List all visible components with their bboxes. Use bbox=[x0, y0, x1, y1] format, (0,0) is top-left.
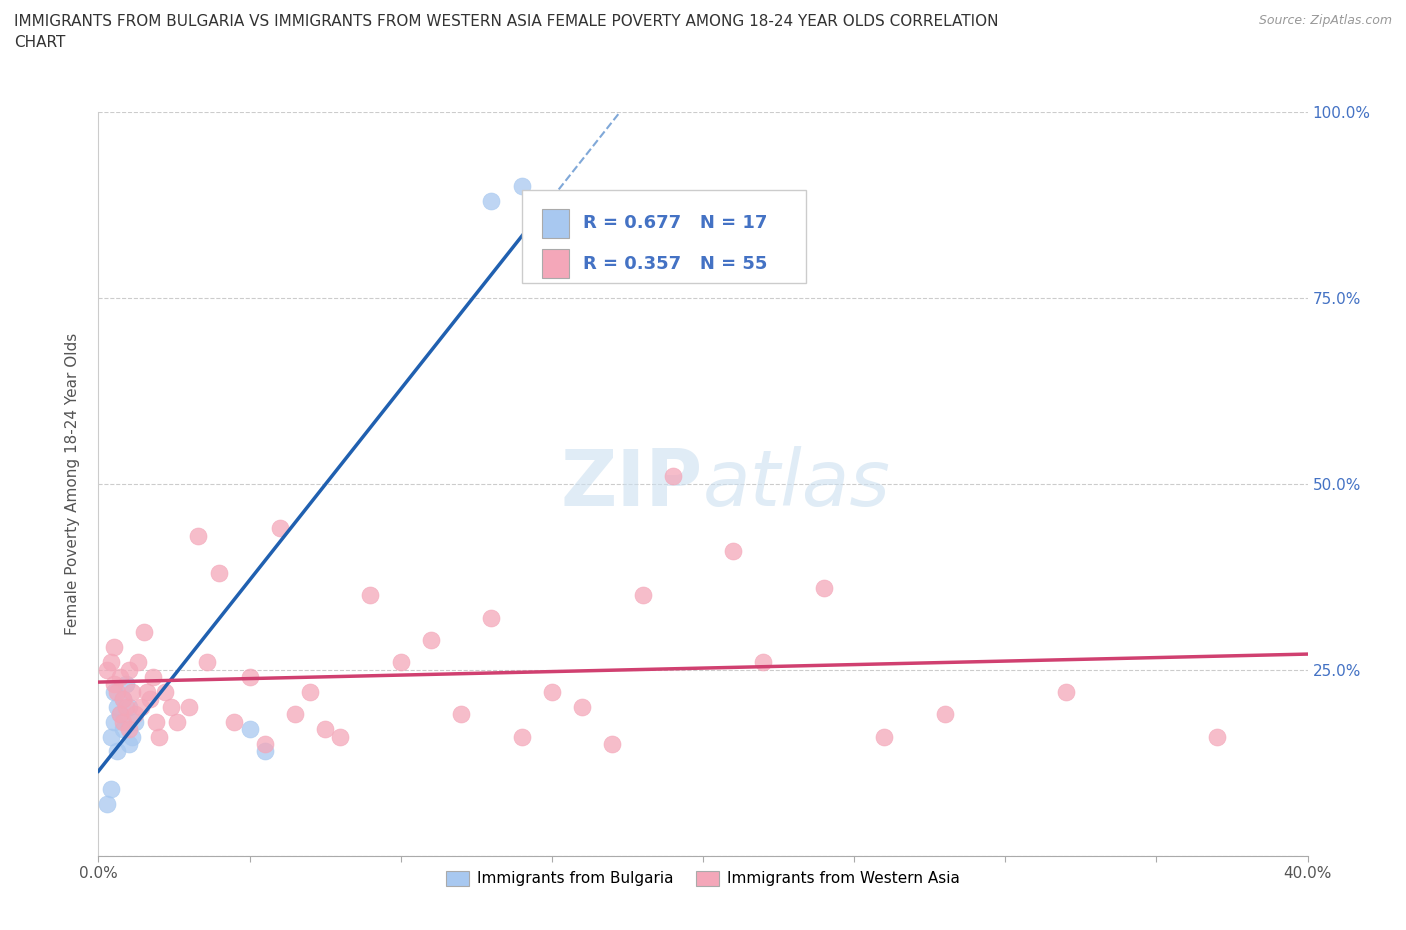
Point bbox=[179, 699, 201, 714]
Point bbox=[510, 179, 533, 193]
Point bbox=[873, 729, 896, 744]
Point bbox=[661, 469, 683, 484]
Point bbox=[389, 655, 412, 670]
Y-axis label: Female Poverty Among 18-24 Year Olds: Female Poverty Among 18-24 Year Olds bbox=[65, 333, 80, 635]
Point bbox=[127, 655, 149, 670]
Point bbox=[108, 707, 131, 722]
Point bbox=[139, 692, 162, 707]
Point bbox=[111, 692, 134, 707]
Point bbox=[253, 737, 276, 751]
Point bbox=[329, 729, 352, 744]
Point bbox=[132, 625, 155, 640]
Point bbox=[111, 692, 134, 707]
Point bbox=[1054, 684, 1077, 699]
Point bbox=[118, 699, 141, 714]
Text: Source: ZipAtlas.com: Source: ZipAtlas.com bbox=[1258, 14, 1392, 27]
Point bbox=[145, 714, 167, 729]
Point bbox=[108, 707, 131, 722]
Text: R = 0.677   N = 17: R = 0.677 N = 17 bbox=[583, 215, 768, 232]
Point bbox=[540, 193, 562, 208]
Point bbox=[450, 707, 472, 722]
Point bbox=[121, 729, 143, 744]
Point bbox=[124, 714, 146, 729]
Point bbox=[105, 684, 128, 699]
Point bbox=[571, 699, 593, 714]
Point bbox=[108, 670, 131, 684]
Point bbox=[253, 744, 276, 759]
Point bbox=[118, 737, 141, 751]
Point bbox=[224, 714, 246, 729]
Point bbox=[314, 722, 336, 737]
Point bbox=[631, 588, 654, 603]
Point bbox=[103, 677, 125, 692]
Point bbox=[121, 684, 143, 699]
Point bbox=[420, 632, 443, 647]
Point bbox=[1206, 729, 1229, 744]
Point bbox=[160, 699, 183, 714]
Point bbox=[142, 670, 165, 684]
Point bbox=[129, 699, 152, 714]
Text: IMMIGRANTS FROM BULGARIA VS IMMIGRANTS FROM WESTERN ASIA FEMALE POVERTY AMONG 18: IMMIGRANTS FROM BULGARIA VS IMMIGRANTS F… bbox=[14, 14, 998, 50]
Point bbox=[100, 729, 122, 744]
Point bbox=[100, 781, 122, 796]
Point bbox=[118, 662, 141, 677]
Point bbox=[195, 655, 218, 670]
Point bbox=[100, 655, 122, 670]
Text: R = 0.357   N = 55: R = 0.357 N = 55 bbox=[583, 255, 768, 272]
Point bbox=[934, 707, 956, 722]
Point bbox=[269, 521, 291, 536]
Point bbox=[148, 729, 170, 744]
Point bbox=[153, 684, 176, 699]
Point bbox=[96, 796, 118, 811]
Point bbox=[111, 714, 134, 729]
Point bbox=[239, 670, 262, 684]
Point bbox=[360, 588, 382, 603]
Legend: Immigrants from Bulgaria, Immigrants from Western Asia: Immigrants from Bulgaria, Immigrants fro… bbox=[440, 864, 966, 893]
FancyBboxPatch shape bbox=[522, 190, 806, 283]
Point bbox=[481, 193, 503, 208]
Bar bbox=[543, 208, 569, 238]
Point bbox=[114, 677, 136, 692]
Point bbox=[103, 640, 125, 655]
Point bbox=[284, 707, 307, 722]
Text: atlas: atlas bbox=[703, 445, 891, 522]
Point bbox=[723, 543, 745, 558]
Point bbox=[481, 610, 503, 625]
Bar bbox=[543, 248, 569, 278]
Point bbox=[111, 722, 134, 737]
Point bbox=[103, 684, 125, 699]
Point bbox=[510, 729, 533, 744]
Point bbox=[135, 684, 157, 699]
Point bbox=[208, 565, 231, 580]
Point bbox=[166, 714, 188, 729]
Point bbox=[105, 699, 128, 714]
Point bbox=[124, 707, 146, 722]
Point bbox=[118, 722, 141, 737]
Point bbox=[752, 655, 775, 670]
Point bbox=[96, 662, 118, 677]
Point bbox=[813, 580, 835, 595]
Point bbox=[602, 737, 624, 751]
Point bbox=[187, 528, 209, 543]
Point bbox=[105, 744, 128, 759]
Point bbox=[114, 699, 136, 714]
Point bbox=[540, 684, 562, 699]
Point bbox=[239, 722, 262, 737]
Text: ZIP: ZIP bbox=[561, 445, 703, 522]
Point bbox=[103, 714, 125, 729]
Point bbox=[299, 684, 322, 699]
